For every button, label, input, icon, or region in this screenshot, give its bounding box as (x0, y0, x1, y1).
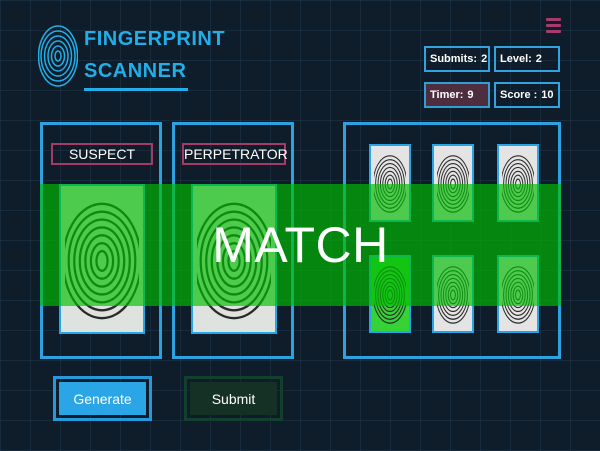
generate-button[interactable]: Generate (53, 376, 152, 421)
match-result-banner: MATCH (40, 184, 561, 306)
submits-counter: Submits: 2 (424, 46, 490, 72)
submit-button[interactable]: Submit (184, 376, 283, 421)
match-result-text: MATCH (212, 217, 389, 273)
generate-button-label: Generate (59, 382, 146, 415)
level-label: Level: (500, 53, 532, 65)
submit-button-label: Submit (190, 382, 277, 415)
app-title-line1: FINGERPRINT (84, 28, 226, 50)
score-display: Score :10 (494, 82, 560, 108)
submits-label: Submits: (430, 53, 478, 65)
timer-value: 9 (467, 89, 474, 101)
suspect-label: SUSPECT (51, 143, 153, 165)
score-value: 10 (541, 89, 554, 101)
timer-display: Timer: 9 (424, 82, 490, 108)
hamburger-menu-icon[interactable] (546, 18, 561, 34)
level-indicator: Level: 2 (494, 46, 560, 72)
level-value: 2 (535, 53, 542, 65)
title-underline (84, 88, 188, 91)
score-label: Score : (500, 89, 538, 101)
submits-value: 2 (481, 53, 488, 65)
timer-label: Timer: (430, 89, 464, 101)
perpetrator-label: PERPETRATOR (182, 143, 288, 165)
app-title-line2: SCANNER (84, 60, 187, 82)
fingerprint-logo-icon (38, 16, 78, 92)
